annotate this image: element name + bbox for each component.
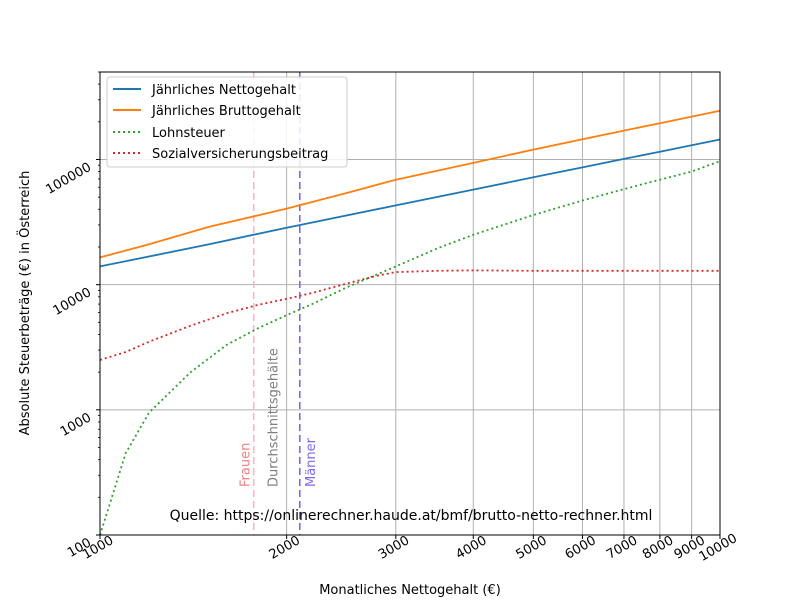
legend-label-lohnsteuer: Lohnsteuer	[152, 126, 226, 141]
x-axis-label: Monatliches Nettogehalt (€)	[319, 583, 501, 598]
vline-label-frauen: Frauen	[239, 443, 254, 487]
series-lines	[99, 109, 721, 536]
vline-label-maenner: Männer	[304, 437, 319, 487]
series-line-brutto	[99, 109, 721, 259]
annotations: Frauen Männer Durchschnittsgehälte	[239, 348, 319, 487]
source-note: Quelle: https://onlinerechner.haude.at/b…	[170, 508, 653, 524]
series-line-sozialversicherung	[99, 269, 720, 361]
series-line-netto	[99, 138, 721, 268]
legend-box	[106, 76, 348, 168]
legend: Jährliches Nettogehalt Jährliches Brutto…	[106, 76, 348, 168]
legend-label-brutto: Jährliches Bruttogehalt	[151, 104, 301, 119]
plot-frame	[99, 71, 721, 536]
y-axis-label: Absolute Steuerbeträge (€) in Österreich	[16, 171, 33, 436]
legend-label-netto: Jährliches Nettogehalt	[151, 83, 296, 98]
annotation-durchschnittsgehaelte: Durchschnittsgehälte	[267, 348, 282, 487]
series-line-lohnsteuer	[99, 160, 721, 536]
legend-label-sozialversicherung: Sozialversicherungsbeitrag	[152, 147, 328, 162]
